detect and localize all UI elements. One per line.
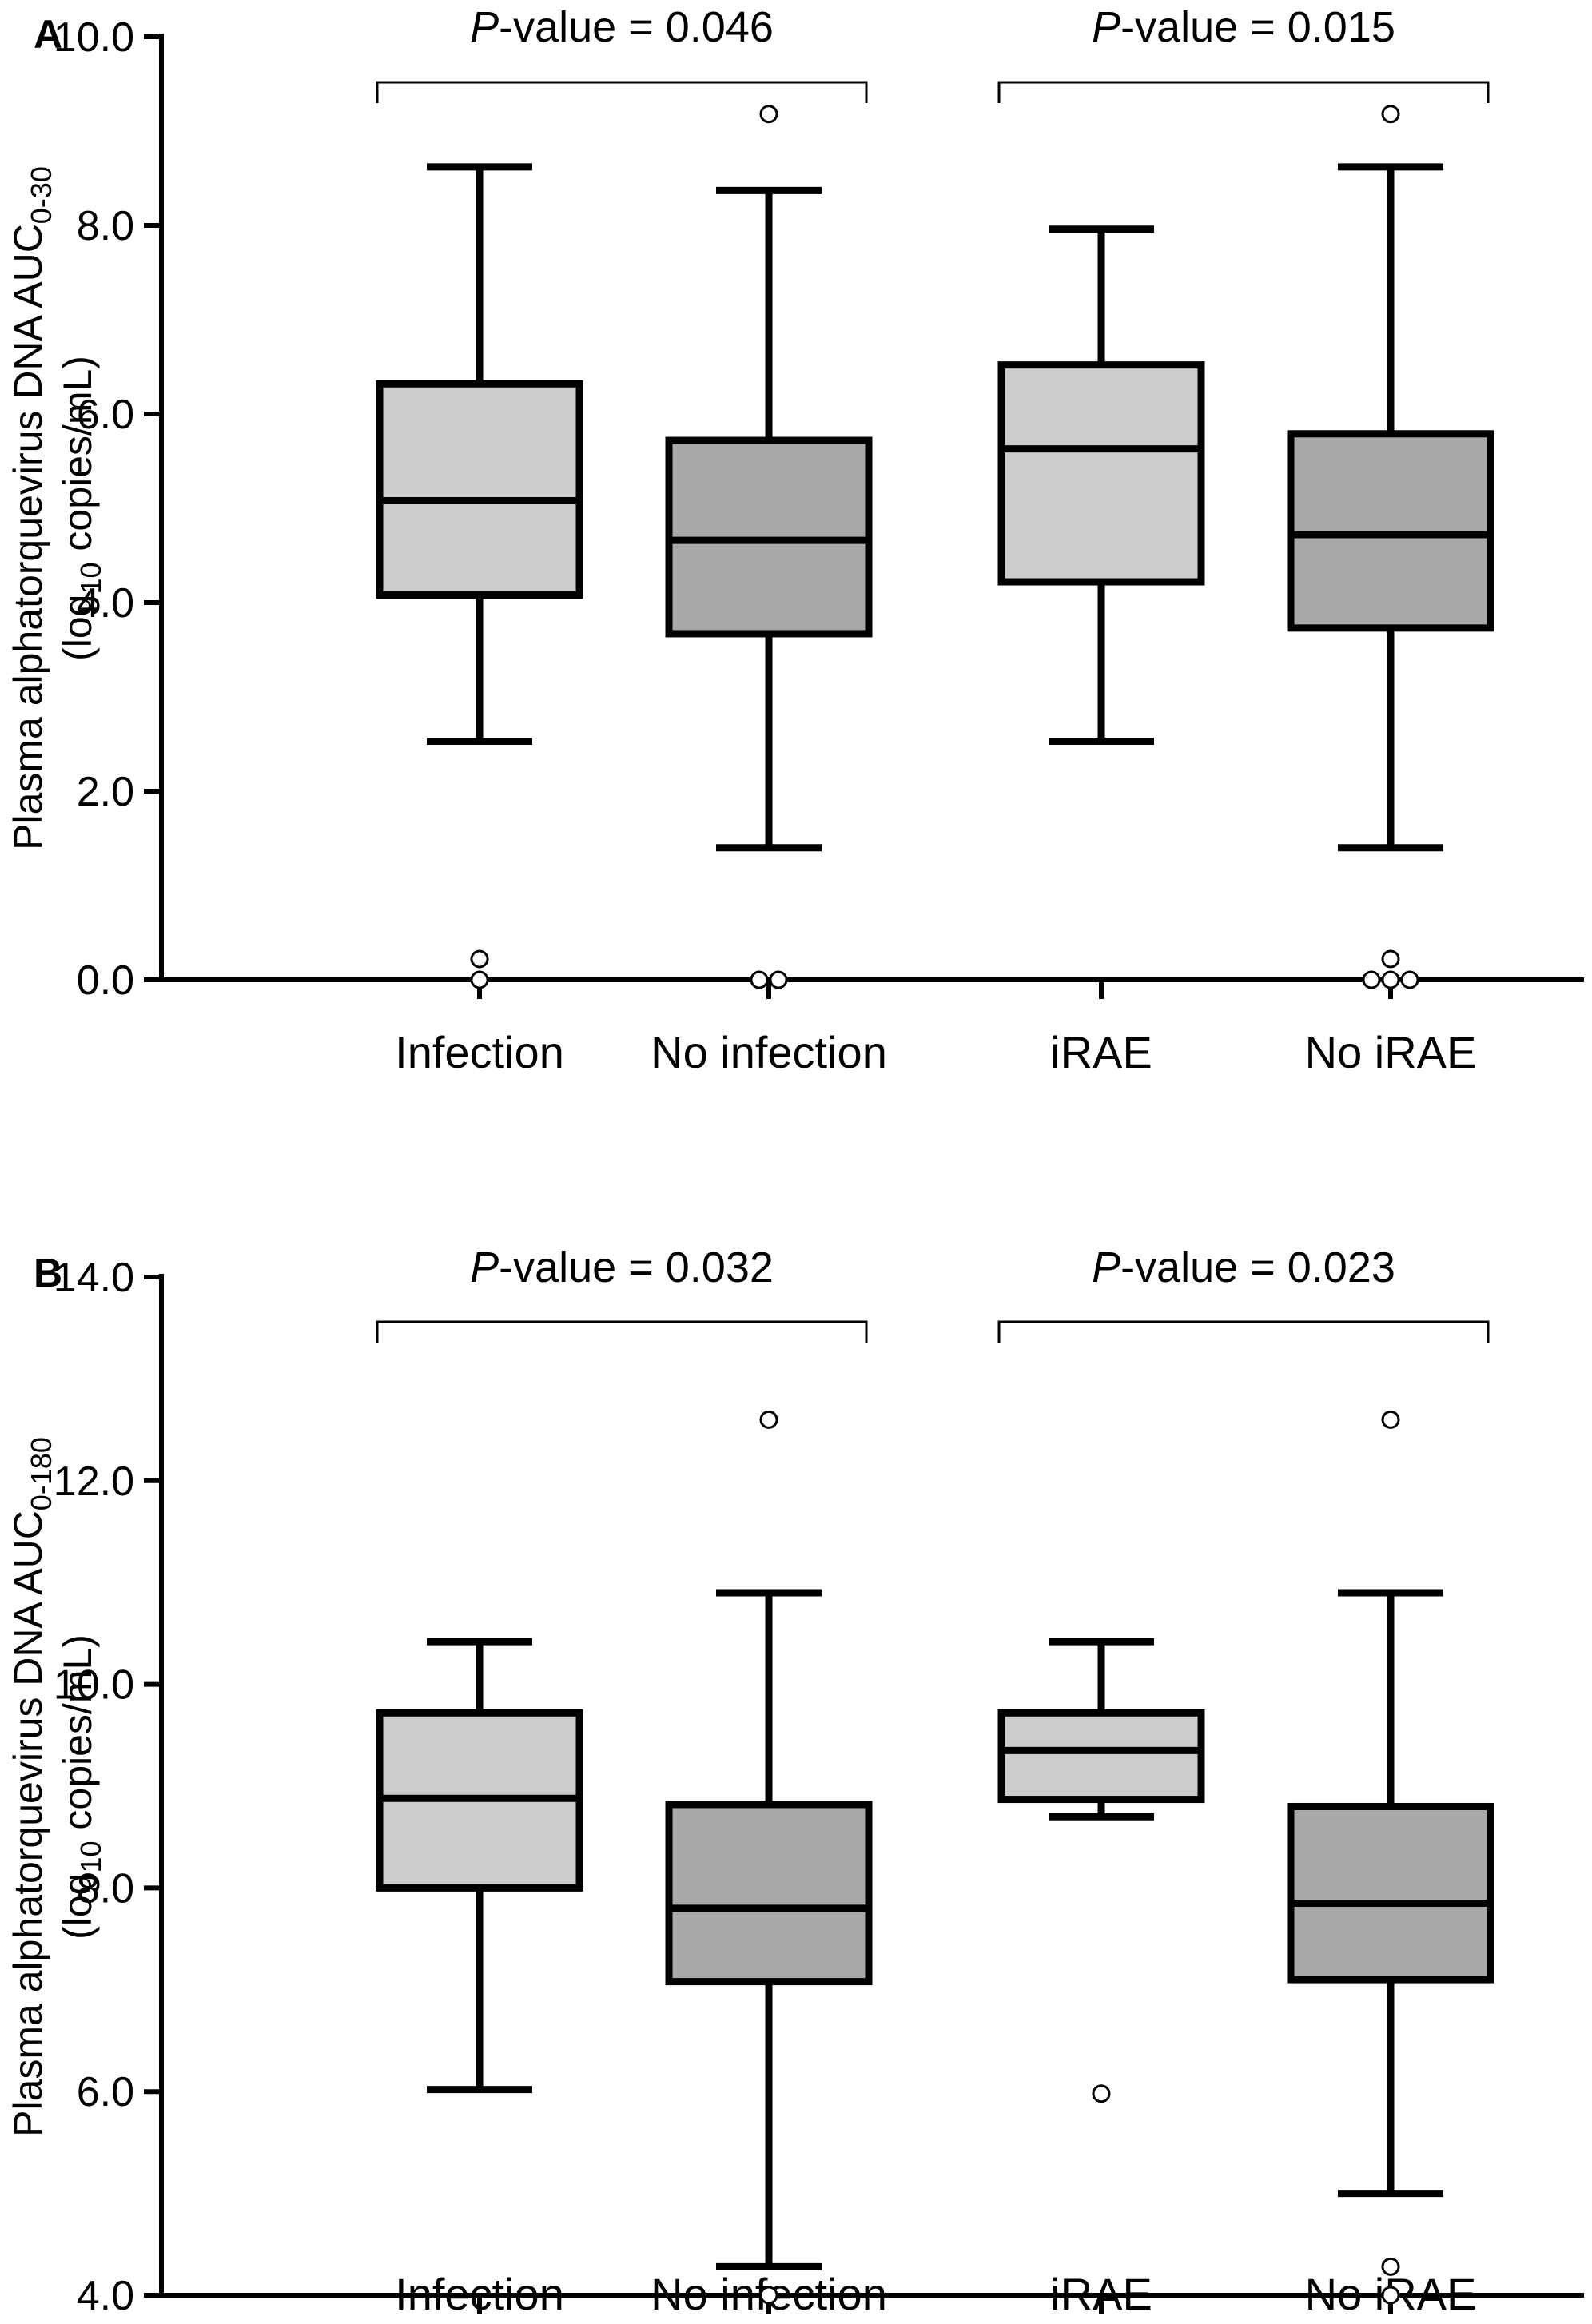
box-no-irae <box>1287 105 1494 989</box>
box-irae <box>997 1638 1205 2103</box>
box-iqr <box>997 1709 1205 1804</box>
x-tick-label: Infection <box>395 2269 564 2319</box>
y-tick-label: 6.0 <box>77 2069 134 2115</box>
x-tick-label: iRAE <box>1050 1027 1152 1077</box>
box-infection <box>376 1638 583 2094</box>
outlier-point <box>759 1410 778 1429</box>
box-infection <box>376 163 583 989</box>
box-iqr <box>1287 1802 1494 1984</box>
outlier-point <box>1381 105 1400 124</box>
outlier-point <box>759 105 778 124</box>
y-tick-label: 6.0 <box>77 392 134 438</box>
outlier-point <box>1381 970 1400 989</box>
comparison-bracket <box>997 81 1490 103</box>
box-no-irae <box>1287 1410 1494 2305</box>
x-tick-label: No iRAE <box>1305 1027 1477 1077</box>
outlier-point <box>1362 970 1381 989</box>
comparison-bracket <box>376 1320 868 1343</box>
box-iqr <box>665 1801 873 1986</box>
y-tick-label: 10.0 <box>54 14 134 61</box>
box-no-infection <box>665 105 873 989</box>
comparison-bracket <box>376 81 868 103</box>
box-iqr <box>376 380 583 599</box>
outlier-point <box>1381 1410 1400 1429</box>
p-value-label: P-value = 0.046 <box>470 3 774 51</box>
chart-panel-a: A 0.0 2.0 4.0 6.0 8.0 10.0 Infection No infectio… <box>6 3 1584 1077</box>
y-tick-label: 14.0 <box>54 1255 134 1301</box>
y-tick-label: 0.0 <box>77 957 134 1004</box>
x-tick-label: Infection <box>395 1027 564 1077</box>
outlier-point <box>1381 2257 1400 2276</box>
box-iqr <box>997 361 1205 586</box>
outlier-point <box>769 970 788 989</box>
box-no-infection <box>665 1410 873 2305</box>
outlier-point <box>1381 2286 1400 2305</box>
y-tick-label: 10.0 <box>54 1662 134 1709</box>
y-tick-label: 8.0 <box>77 203 134 249</box>
y-axis-label: Plasma alphatorquevirus DNA AUC0-180(log… <box>6 1437 107 2137</box>
y-tick-label: 8.0 <box>77 1865 134 1912</box>
y-axis-label: Plasma alphatorquevirus DNA AUC0-30(log1… <box>6 166 107 850</box>
x-tick-label: iRAE <box>1050 2269 1152 2319</box>
outlier-point <box>1400 970 1419 989</box>
comparison-bracket <box>997 1320 1490 1343</box>
outlier-point <box>759 2286 778 2305</box>
box-irae <box>997 225 1205 745</box>
outlier-point <box>1381 949 1400 969</box>
p-value-label: P-value = 0.023 <box>1092 1244 1395 1291</box>
outlier-point <box>1092 2084 1111 2103</box>
box-iqr <box>1287 430 1494 632</box>
x-tick-label: No infection <box>651 1027 887 1077</box>
panel-letter: B <box>34 1251 62 1295</box>
outlier-point <box>750 970 769 989</box>
y-tick-label: 2.0 <box>77 769 134 815</box>
outlier-point <box>470 970 489 989</box>
panel-letter: A <box>34 12 62 57</box>
y-tick-label: 4.0 <box>77 2273 134 2319</box>
p-value-label: P-value = 0.032 <box>470 1244 774 1291</box>
y-tick-label: 12.0 <box>54 1458 134 1505</box>
p-value-label: P-value = 0.015 <box>1092 3 1395 51</box>
y-tick-label: 4.0 <box>77 580 134 627</box>
outlier-point <box>470 949 489 969</box>
